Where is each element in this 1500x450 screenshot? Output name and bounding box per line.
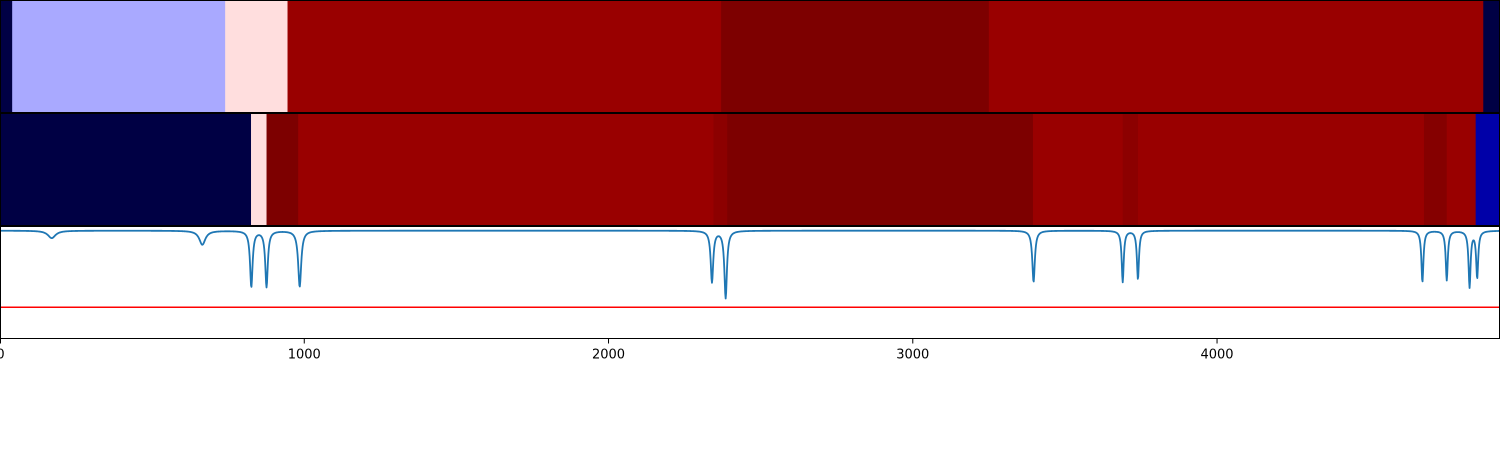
heatmap-cell	[225, 0, 289, 112]
x-tick-label: 1000	[288, 348, 321, 363]
heatmap-cell	[988, 0, 1484, 112]
heatmap-track-top	[0, 0, 1500, 112]
heatmap-cell	[1137, 113, 1425, 225]
x-axis: 0 1000 2000 3000 4000	[0, 338, 1234, 363]
heatmap-cell	[1446, 113, 1477, 225]
heatmap-cell	[721, 0, 990, 112]
x-tick-label: 4000	[1200, 348, 1233, 363]
heatmap-cell	[0, 113, 252, 225]
x-tick-label: 0	[0, 348, 5, 363]
heatmap-cell	[713, 113, 728, 225]
heatmap-track-middle	[0, 113, 1500, 225]
heatmap-cell	[1032, 113, 1124, 225]
heatmap-cell	[266, 113, 299, 225]
signal-line	[0, 229, 1500, 300]
heatmap-cell	[0, 0, 13, 112]
heatmap-cell	[287, 0, 722, 112]
heatmap-cell	[1483, 0, 1500, 112]
x-tick-label: 2000	[592, 348, 625, 363]
heatmap-cell	[12, 0, 226, 112]
heatmap-cell	[251, 113, 268, 225]
heatmap-cell	[1122, 113, 1139, 225]
signal-line-track	[0, 229, 1500, 308]
heatmap-cell	[1423, 113, 1448, 225]
heatmap-cell	[298, 113, 714, 225]
x-tick-label: 3000	[896, 348, 929, 363]
heatmap-cell	[727, 113, 1034, 225]
heatmap-cell	[1475, 113, 1500, 225]
